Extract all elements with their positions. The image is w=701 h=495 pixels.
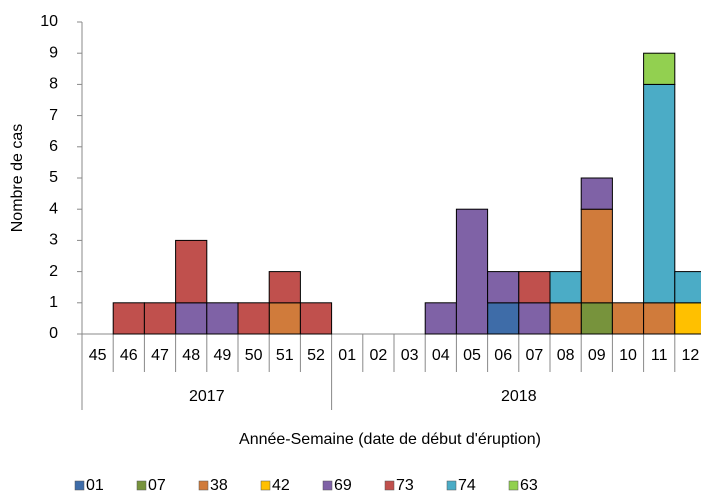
legend-swatch xyxy=(74,480,85,491)
legend-label: 38 xyxy=(210,477,228,494)
bar-segment xyxy=(487,271,520,304)
bar-segment xyxy=(643,52,676,85)
legend-swatch xyxy=(198,480,209,491)
legend-label: 74 xyxy=(458,477,476,494)
legend-swatch xyxy=(260,480,271,491)
bar-segment xyxy=(549,271,582,304)
bar-segment xyxy=(580,302,613,335)
x-tick-label: 46 xyxy=(120,347,138,364)
bar-segment xyxy=(674,302,701,335)
bar-segment xyxy=(580,177,613,210)
bar-segment xyxy=(268,271,301,304)
group-label: 2018 xyxy=(501,388,537,405)
bar-segment xyxy=(674,271,701,304)
bar-segment xyxy=(268,302,301,335)
legend-label: 73 xyxy=(396,477,414,494)
legend-label: 01 xyxy=(86,477,104,494)
bar-segment xyxy=(143,302,177,335)
y-tick-label: 1 xyxy=(49,294,58,311)
y-tick-label: 4 xyxy=(49,200,58,217)
bar-segment xyxy=(643,83,676,304)
bar-segment xyxy=(424,302,457,335)
legend-swatch xyxy=(322,480,333,491)
x-tick-label: 08 xyxy=(557,347,575,364)
y-tick-label: 9 xyxy=(49,44,58,61)
x-tick-label: 02 xyxy=(370,347,388,364)
bar-segment xyxy=(580,208,613,304)
x-tick-label: 03 xyxy=(401,347,419,364)
bar-segment xyxy=(112,302,145,335)
x-tick-label: 12 xyxy=(682,347,700,364)
x-tick-label: 11 xyxy=(651,347,668,364)
bar-segment xyxy=(175,239,208,304)
bar-segment xyxy=(611,302,645,335)
y-tick-label: 7 xyxy=(49,107,58,124)
x-tick-label: 09 xyxy=(588,347,606,364)
bar-segment xyxy=(299,302,333,335)
x-tick-label: 50 xyxy=(245,347,263,364)
bar-segment xyxy=(549,302,582,335)
y-tick-label: 2 xyxy=(49,263,58,280)
y-tick-label: 0 xyxy=(49,325,58,342)
legend-label: 69 xyxy=(334,477,352,494)
bar-segment xyxy=(518,271,551,304)
x-tick-label: 51 xyxy=(276,347,294,364)
x-tick-label: 45 xyxy=(89,347,107,364)
y-axis-title: Nombre de cas xyxy=(9,124,26,233)
bar-segment xyxy=(643,302,676,335)
y-tick-label: 8 xyxy=(49,76,58,93)
bar-segment xyxy=(455,208,489,335)
x-tick-label: 04 xyxy=(432,347,450,364)
y-tick-label: 6 xyxy=(49,138,58,155)
x-tick-label: 52 xyxy=(307,347,325,364)
legend-swatch xyxy=(136,480,147,491)
x-tick-label: 48 xyxy=(182,347,200,364)
group-label: 2017 xyxy=(189,388,225,405)
y-tick-label: 10 xyxy=(40,13,58,30)
legend-swatch xyxy=(508,480,519,491)
x-tick-label: 10 xyxy=(619,347,637,364)
x-axis-title: Année-Semaine (date de début d'éruption) xyxy=(239,431,541,448)
legend-label: 63 xyxy=(520,477,538,494)
x-tick-label: 05 xyxy=(463,347,481,364)
bar-segment xyxy=(487,302,520,335)
x-tick-label: 01 xyxy=(338,347,356,364)
legend-label: 42 xyxy=(272,477,290,494)
legend-swatch xyxy=(446,480,457,491)
x-tick-label: 47 xyxy=(151,347,169,364)
x-tick-label: 49 xyxy=(214,347,232,364)
bar-segment xyxy=(206,302,239,335)
y-tick-label: 3 xyxy=(49,232,58,249)
bar-segment xyxy=(237,302,270,335)
bar-segment xyxy=(518,302,551,335)
y-tick-label: 5 xyxy=(49,169,58,186)
x-tick-label: 06 xyxy=(494,347,512,364)
legend-label: 07 xyxy=(148,477,166,494)
x-tick-label: 07 xyxy=(526,347,544,364)
legend-swatch xyxy=(384,480,395,491)
bar-segment xyxy=(175,302,208,335)
